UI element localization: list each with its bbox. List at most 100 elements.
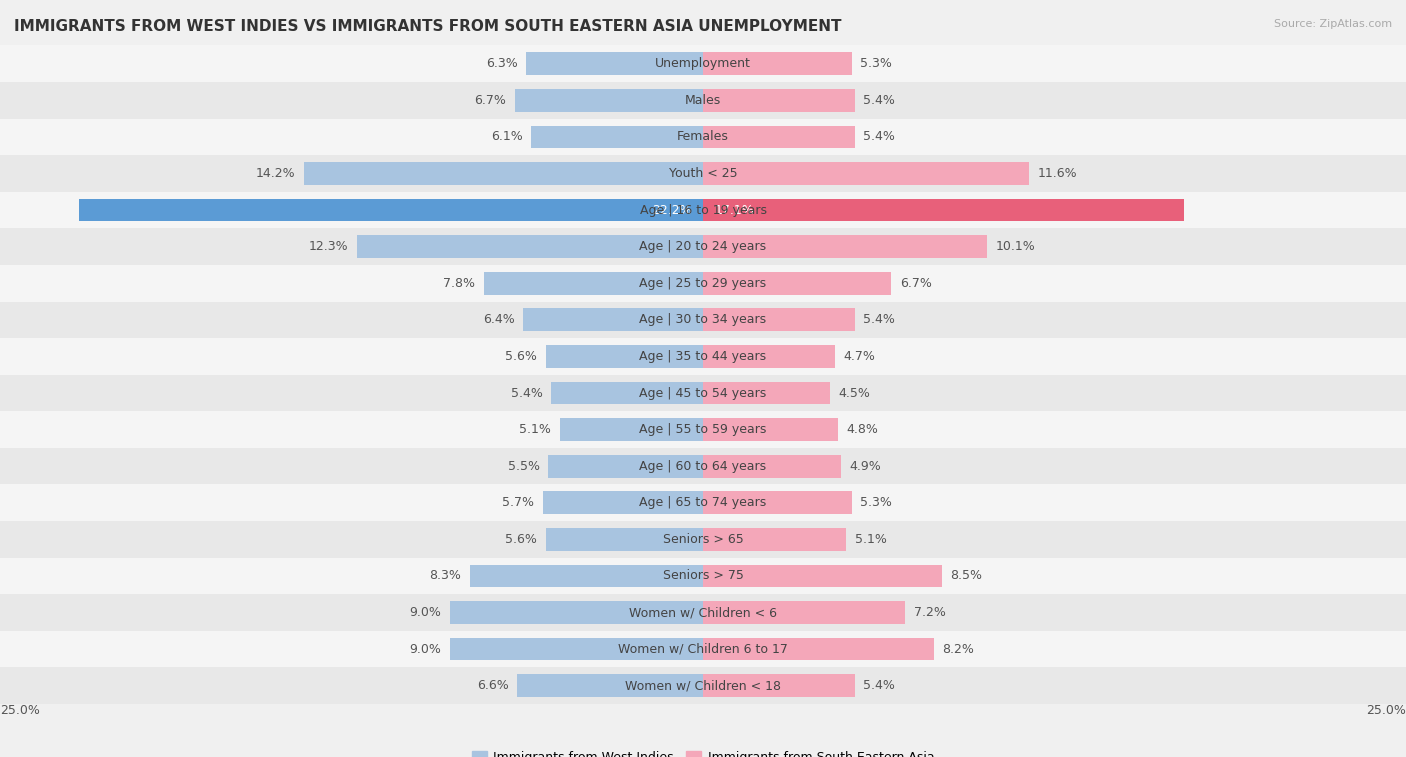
Bar (357, 235, 703, 258)
Text: 5.4%: 5.4% (863, 679, 896, 692)
Bar (703, 309, 855, 331)
Bar (703, 382, 830, 404)
Text: 8.5%: 8.5% (950, 569, 983, 582)
Bar (450, 601, 703, 624)
Text: 8.2%: 8.2% (942, 643, 974, 656)
Bar (0, 375, 1406, 411)
Text: 4.7%: 4.7% (844, 350, 876, 363)
Bar (470, 565, 703, 587)
Text: 5.5%: 5.5% (508, 459, 540, 472)
Bar (523, 309, 703, 331)
Text: 4.5%: 4.5% (838, 387, 870, 400)
Text: 5.4%: 5.4% (863, 313, 896, 326)
Bar (531, 126, 703, 148)
Text: Seniors > 75: Seniors > 75 (662, 569, 744, 582)
Text: Seniors > 65: Seniors > 65 (662, 533, 744, 546)
Bar (0, 558, 1406, 594)
Text: 5.6%: 5.6% (505, 533, 537, 546)
Text: 8.3%: 8.3% (429, 569, 461, 582)
Bar (0, 631, 1406, 668)
Bar (0, 229, 1406, 265)
Text: 6.1%: 6.1% (491, 130, 523, 143)
Bar (526, 52, 703, 75)
Text: 4.9%: 4.9% (849, 459, 882, 472)
Bar (703, 491, 852, 514)
Text: 6.4%: 6.4% (482, 313, 515, 326)
Text: 5.1%: 5.1% (855, 533, 887, 546)
Bar (304, 162, 703, 185)
Bar (0, 521, 1406, 558)
Text: Age | 45 to 54 years: Age | 45 to 54 years (640, 387, 766, 400)
Bar (0, 301, 1406, 338)
Text: 4.8%: 4.8% (846, 423, 879, 436)
Text: 10.1%: 10.1% (995, 240, 1035, 253)
Text: 9.0%: 9.0% (409, 643, 441, 656)
Text: 9.0%: 9.0% (409, 606, 441, 619)
Bar (703, 601, 905, 624)
Bar (0, 484, 1406, 521)
Legend: Immigrants from West Indies, Immigrants from South Eastern Asia: Immigrants from West Indies, Immigrants … (472, 751, 934, 757)
Bar (703, 199, 1184, 221)
Bar (703, 419, 838, 441)
Text: 5.4%: 5.4% (863, 130, 896, 143)
Text: 6.7%: 6.7% (900, 277, 932, 290)
Bar (0, 668, 1406, 704)
Bar (703, 345, 835, 368)
Bar (0, 192, 1406, 229)
Text: Source: ZipAtlas.com: Source: ZipAtlas.com (1274, 19, 1392, 29)
Bar (548, 455, 703, 478)
Bar (0, 155, 1406, 192)
Text: 5.4%: 5.4% (510, 387, 543, 400)
Text: 5.7%: 5.7% (502, 497, 534, 509)
Text: 5.1%: 5.1% (519, 423, 551, 436)
Text: Age | 25 to 29 years: Age | 25 to 29 years (640, 277, 766, 290)
Text: Age | 20 to 24 years: Age | 20 to 24 years (640, 240, 766, 253)
Bar (0, 594, 1406, 631)
Bar (484, 272, 703, 294)
Bar (0, 338, 1406, 375)
Text: 22.2%: 22.2% (652, 204, 692, 217)
Text: 25.0%: 25.0% (0, 704, 39, 717)
Text: 12.3%: 12.3% (309, 240, 349, 253)
Bar (551, 382, 703, 404)
Bar (703, 565, 942, 587)
Text: 6.3%: 6.3% (485, 58, 517, 70)
Bar (515, 89, 703, 111)
Text: 5.6%: 5.6% (505, 350, 537, 363)
Text: Males: Males (685, 94, 721, 107)
Text: Females: Females (678, 130, 728, 143)
Bar (703, 674, 855, 697)
Bar (546, 345, 703, 368)
Text: IMMIGRANTS FROM WEST INDIES VS IMMIGRANTS FROM SOUTH EASTERN ASIA UNEMPLOYMENT: IMMIGRANTS FROM WEST INDIES VS IMMIGRANT… (14, 19, 842, 34)
Text: Age | 35 to 44 years: Age | 35 to 44 years (640, 350, 766, 363)
Text: 6.7%: 6.7% (474, 94, 506, 107)
Bar (0, 411, 1406, 448)
Text: 25.0%: 25.0% (1367, 704, 1406, 717)
Bar (703, 272, 891, 294)
Text: Age | 30 to 34 years: Age | 30 to 34 years (640, 313, 766, 326)
Text: 11.6%: 11.6% (1038, 167, 1077, 180)
Bar (0, 82, 1406, 119)
Bar (79, 199, 703, 221)
Text: Age | 65 to 74 years: Age | 65 to 74 years (640, 497, 766, 509)
Bar (703, 89, 855, 111)
Text: Age | 55 to 59 years: Age | 55 to 59 years (640, 423, 766, 436)
Text: 5.3%: 5.3% (860, 497, 893, 509)
Bar (703, 528, 846, 550)
Text: Women w/ Children 6 to 17: Women w/ Children 6 to 17 (619, 643, 787, 656)
Text: 14.2%: 14.2% (256, 167, 295, 180)
Bar (703, 162, 1029, 185)
Text: 7.8%: 7.8% (443, 277, 475, 290)
Text: Women w/ Children < 6: Women w/ Children < 6 (628, 606, 778, 619)
Bar (450, 638, 703, 660)
Bar (560, 419, 703, 441)
Text: Age | 16 to 19 years: Age | 16 to 19 years (640, 204, 766, 217)
Bar (703, 52, 852, 75)
Bar (0, 448, 1406, 484)
Bar (0, 265, 1406, 301)
Bar (0, 45, 1406, 82)
Text: Age | 60 to 64 years: Age | 60 to 64 years (640, 459, 766, 472)
Bar (517, 674, 703, 697)
Text: 5.3%: 5.3% (860, 58, 893, 70)
Text: Women w/ Children < 18: Women w/ Children < 18 (626, 679, 780, 692)
